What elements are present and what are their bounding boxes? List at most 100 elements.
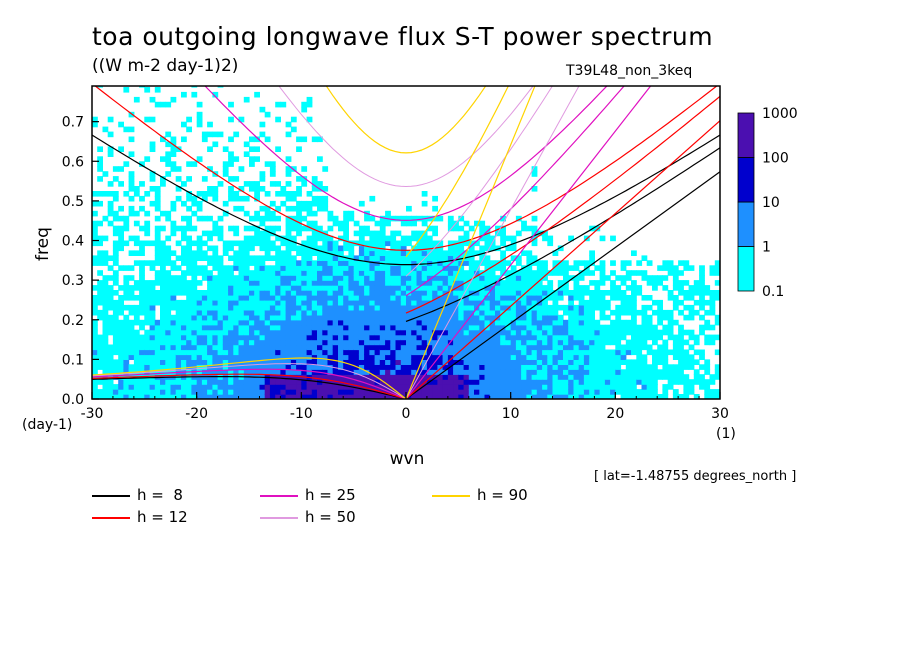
power-cell — [406, 339, 412, 346]
power-cell — [133, 96, 140, 103]
power-cell — [416, 329, 423, 336]
power-cell — [369, 285, 376, 291]
power-cell — [207, 299, 213, 306]
power-cell — [411, 304, 417, 311]
power-cell — [463, 240, 470, 247]
power-cell — [400, 324, 407, 331]
power-cell — [311, 250, 318, 256]
power-cell — [411, 245, 417, 252]
power-cell — [175, 225, 182, 232]
power-cell — [102, 255, 109, 261]
power-cell — [479, 364, 486, 370]
power-cell — [301, 200, 308, 207]
power-cell — [714, 369, 720, 375]
y-tick-label: 0.5 — [62, 194, 84, 210]
power-cell — [688, 295, 695, 301]
power-cell — [657, 319, 663, 326]
power-cell — [92, 116, 98, 123]
power-cell — [474, 354, 480, 360]
power-cell — [118, 205, 124, 212]
power-cell — [301, 309, 308, 316]
power-cell — [437, 364, 444, 370]
power-cell — [510, 285, 517, 291]
power-cell — [421, 319, 428, 326]
power-cell — [348, 275, 355, 281]
legend-swatch — [92, 495, 130, 497]
power-cell — [421, 354, 428, 360]
power-cell — [92, 394, 98, 399]
power-cell — [421, 220, 428, 227]
power-cell — [463, 220, 470, 227]
power-cell — [385, 374, 391, 380]
power-cell — [112, 309, 119, 316]
power-cell — [578, 295, 585, 301]
power-cell — [154, 394, 161, 399]
power-cell — [269, 369, 276, 375]
power-cell — [657, 344, 663, 351]
power-cell — [521, 250, 527, 256]
legend-label: h = 25 — [305, 486, 356, 504]
power-cell — [463, 344, 470, 351]
power-cell — [280, 270, 287, 276]
power-cell — [181, 235, 187, 242]
power-cell — [97, 176, 103, 182]
power-cell — [704, 324, 711, 331]
power-cell — [107, 295, 114, 301]
power-cell — [317, 329, 323, 336]
power-cell — [170, 161, 177, 167]
power-cell — [495, 299, 501, 306]
power-cell — [578, 329, 585, 336]
power-cell — [369, 250, 376, 256]
power-cell — [589, 384, 595, 390]
power-cell — [400, 220, 407, 227]
power-cell — [128, 186, 135, 192]
power-cell — [657, 314, 663, 321]
power-cell — [468, 369, 475, 375]
power-cell — [594, 295, 601, 301]
power-cell — [212, 299, 219, 306]
power-cell — [217, 309, 224, 316]
power-cell — [290, 235, 297, 242]
power-cell — [222, 359, 229, 365]
power-cell — [275, 285, 281, 291]
power-cell — [186, 314, 192, 321]
power-cell — [463, 319, 470, 326]
power-cell — [442, 295, 449, 301]
power-cell — [495, 359, 501, 365]
power-cell — [641, 314, 648, 321]
power-cell — [568, 235, 574, 242]
power-cell — [118, 319, 124, 326]
power-cell — [369, 394, 376, 399]
power-cell — [536, 295, 543, 301]
power-cell — [631, 389, 637, 395]
power-cell — [495, 295, 501, 301]
power-cell — [395, 364, 402, 370]
power-cell — [107, 210, 114, 217]
power-cell — [510, 295, 517, 301]
power-cell — [212, 275, 219, 281]
power-cell — [175, 186, 182, 192]
power-cell — [437, 265, 444, 271]
power-cell — [322, 359, 329, 365]
power-cell — [154, 191, 161, 197]
colorbar-label: 0.1 — [762, 284, 784, 300]
power-cell — [453, 270, 459, 276]
power-cell — [269, 181, 276, 187]
power-cell — [495, 344, 501, 351]
power-cell — [699, 265, 705, 271]
power-cell — [510, 265, 517, 271]
power-cell — [123, 339, 130, 346]
power-cell — [338, 245, 344, 252]
power-cell — [615, 349, 622, 356]
power-cell — [599, 334, 606, 341]
power-cell — [536, 379, 543, 385]
power-cell — [479, 359, 486, 365]
power-cell — [426, 240, 433, 247]
power-cell — [379, 270, 386, 276]
power-cell — [447, 374, 454, 380]
power-cell — [604, 275, 611, 281]
power-cell — [322, 314, 329, 321]
power-cell — [133, 186, 140, 192]
power-cell — [165, 141, 172, 148]
power-cell — [364, 260, 370, 266]
